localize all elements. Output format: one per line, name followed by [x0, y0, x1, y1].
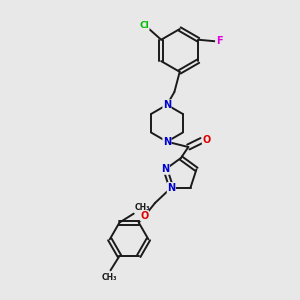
Text: O: O [202, 135, 211, 145]
Text: F: F [216, 36, 222, 46]
Text: N: N [167, 183, 176, 193]
Text: Cl: Cl [140, 21, 149, 30]
Text: CH₃: CH₃ [101, 273, 117, 282]
Text: O: O [140, 211, 149, 221]
Text: N: N [161, 164, 169, 174]
Text: CH₃: CH₃ [135, 203, 150, 212]
Text: N: N [163, 100, 171, 110]
Text: N: N [163, 137, 171, 147]
